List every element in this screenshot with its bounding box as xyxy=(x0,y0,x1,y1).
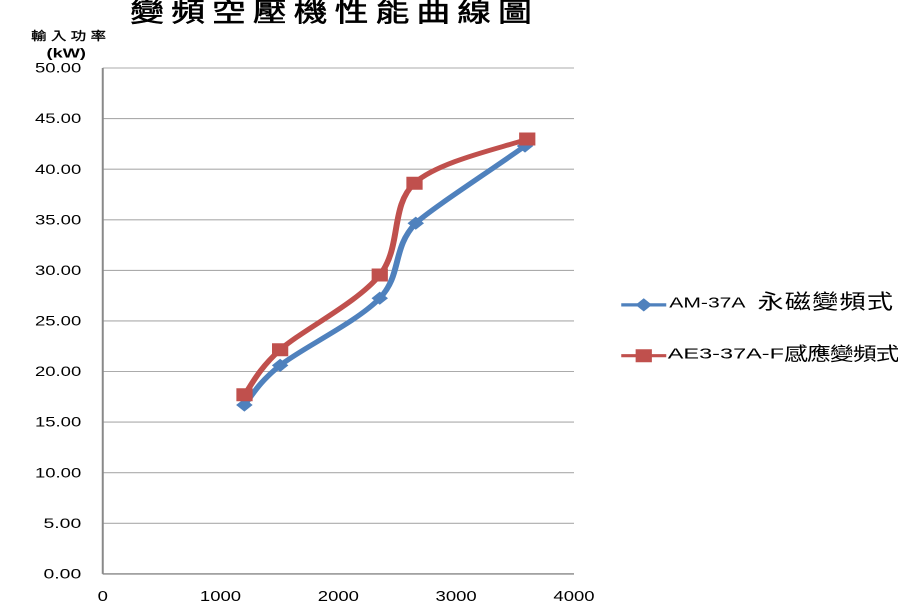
svg-text:3000: 3000 xyxy=(436,588,477,605)
svg-text:1000: 1000 xyxy=(200,588,241,605)
svg-text:25.00: 25.00 xyxy=(35,313,81,329)
svg-text:2000: 2000 xyxy=(318,588,359,605)
svg-text:0.00: 0.00 xyxy=(43,566,81,582)
svg-text:4000: 4000 xyxy=(553,588,594,605)
svg-text:50.00: 50.00 xyxy=(35,60,81,76)
svg-text:AE3-37A-F: AE3-37A-F xyxy=(668,345,784,362)
svg-text:45.00: 45.00 xyxy=(35,111,81,127)
svg-text:30.00: 30.00 xyxy=(35,263,81,279)
svg-text:AM-37A: AM-37A xyxy=(669,294,746,311)
svg-text:(kW): (kW) xyxy=(47,47,86,61)
svg-text:0: 0 xyxy=(98,588,108,605)
svg-text:10.00: 10.00 xyxy=(35,465,81,481)
svg-text:35.00: 35.00 xyxy=(35,212,81,228)
svg-text:15.00: 15.00 xyxy=(35,414,81,430)
svg-text:5.00: 5.00 xyxy=(43,516,81,532)
svg-text:20.00: 20.00 xyxy=(35,364,81,380)
svg-text:40.00: 40.00 xyxy=(35,161,81,177)
